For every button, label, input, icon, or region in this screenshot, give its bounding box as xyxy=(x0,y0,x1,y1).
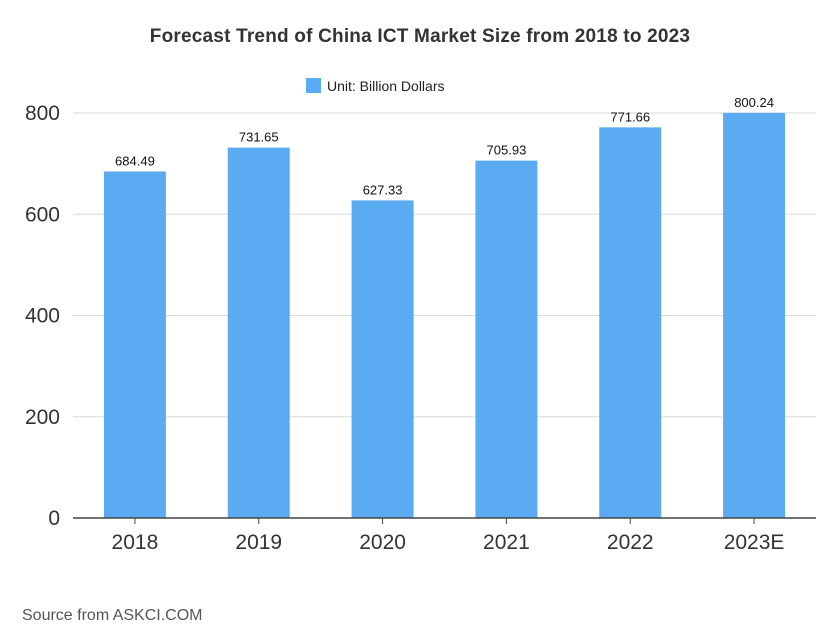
y-tick-label: 200 xyxy=(25,406,60,429)
x-tick-label: 2020 xyxy=(359,531,406,554)
x-tick-label: 2023E xyxy=(724,531,785,554)
bar-2020 xyxy=(351,200,414,518)
x-tick-label: 2018 xyxy=(112,531,159,554)
legend-swatch xyxy=(306,78,321,93)
chart-title: Forecast Trend of China ICT Market Size … xyxy=(149,26,691,47)
x-tick-label: 2021 xyxy=(483,531,530,554)
data-label: 627.33 xyxy=(363,182,403,197)
axes: 0 200 400 600 800 2018 2019 2020 2021 2022 2023E xyxy=(25,102,816,554)
data-label: 771.66 xyxy=(610,109,650,124)
y-tick-label: 400 xyxy=(25,305,60,328)
x-tick-label: 2022 xyxy=(607,531,654,554)
y-tick-label: 600 xyxy=(25,203,60,226)
gridlines xyxy=(73,112,816,418)
data-label: 705.93 xyxy=(487,143,527,158)
y-tick-label: 0 xyxy=(48,507,60,530)
bars xyxy=(103,112,786,519)
bar-2019 xyxy=(227,147,290,519)
legend-label: Unit: Billion Dollars xyxy=(327,78,444,94)
data-label: 800.24 xyxy=(734,95,774,110)
bar-2022 xyxy=(599,127,662,519)
bar-2021 xyxy=(475,160,538,519)
data-label: 684.49 xyxy=(115,153,155,168)
x-tick-label: 2019 xyxy=(235,531,282,554)
source-note: Source from ASKCI.COM xyxy=(22,607,203,624)
data-label: 731.65 xyxy=(239,130,279,145)
bar-2018 xyxy=(103,171,166,519)
y-tick-label: 800 xyxy=(25,102,60,125)
data-labels: 684.49 731.65 627.33 705.93 771.66 800.24 xyxy=(115,95,774,198)
bar-2023e xyxy=(723,112,786,518)
legend: Unit: Billion Dollars xyxy=(306,78,444,94)
